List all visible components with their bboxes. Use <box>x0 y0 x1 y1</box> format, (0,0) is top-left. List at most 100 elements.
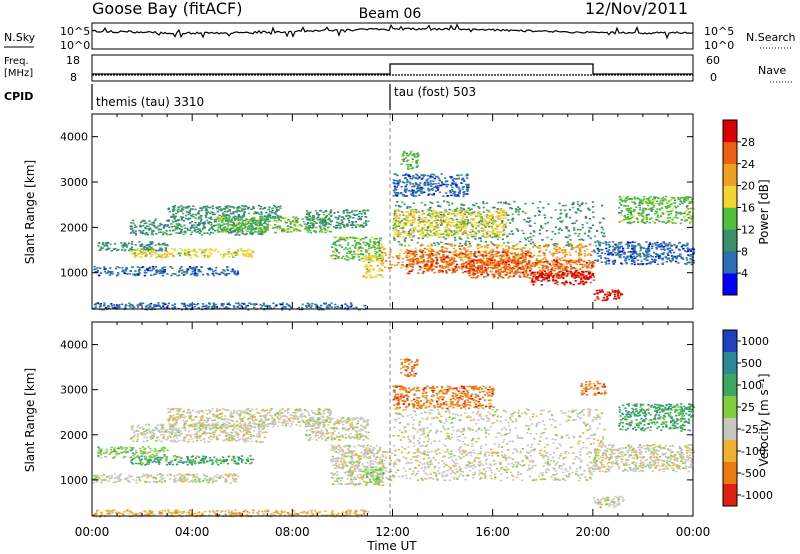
power-cell <box>578 261 581 263</box>
power-cell <box>341 223 345 226</box>
power-cell <box>594 244 598 247</box>
power-cell <box>550 274 553 277</box>
power-cell <box>148 267 151 269</box>
power-cell <box>376 258 379 261</box>
power-cell <box>472 233 475 236</box>
power-cell <box>402 229 405 232</box>
power-cell <box>408 260 411 263</box>
power-cell <box>471 264 474 267</box>
power-cell <box>177 224 180 227</box>
power-cell <box>664 256 667 258</box>
power-cell <box>355 214 359 216</box>
power-cell <box>355 242 358 244</box>
power-cell <box>228 214 231 217</box>
power-cell <box>130 222 133 224</box>
power-cell <box>403 252 406 255</box>
power-cell <box>426 244 429 247</box>
power-cell <box>340 219 343 222</box>
power-cell <box>478 237 481 239</box>
power-cell <box>249 219 252 222</box>
power-cell <box>196 230 199 233</box>
power-cell <box>451 202 454 205</box>
power-cell <box>230 219 233 222</box>
power-cell <box>580 246 583 249</box>
power-cell <box>623 205 626 207</box>
power-cell <box>617 251 620 253</box>
power-cell <box>351 210 354 212</box>
power-cell <box>163 266 166 268</box>
power-cell <box>490 249 493 252</box>
power-cell <box>147 249 150 252</box>
power-cell <box>197 270 201 273</box>
power-cell <box>186 269 189 272</box>
power-cell <box>346 252 349 254</box>
power-cell <box>248 221 251 223</box>
power-cell <box>218 208 221 211</box>
power-cell <box>582 273 585 276</box>
power-cell <box>399 220 402 223</box>
power-cell <box>680 245 683 248</box>
power-cell <box>674 216 677 218</box>
power-cell <box>602 217 606 220</box>
power-cell <box>619 243 622 245</box>
power-cell <box>310 222 313 224</box>
power-cell <box>497 272 500 275</box>
power-cell <box>379 237 382 240</box>
power-cell <box>639 255 642 258</box>
power-cell <box>142 247 145 249</box>
power-cell <box>554 233 557 235</box>
power-cell <box>543 256 546 259</box>
power-cell <box>478 214 481 217</box>
power-cell <box>631 247 634 250</box>
power-cell <box>295 221 298 223</box>
power-cell <box>251 250 254 252</box>
power-cell <box>201 249 204 252</box>
power-cell <box>477 243 480 246</box>
power-cell <box>670 203 673 205</box>
power-cell <box>550 265 553 267</box>
power-cell <box>538 232 541 235</box>
power-cell <box>428 219 431 222</box>
power-cell <box>524 238 528 241</box>
power-cell <box>398 243 401 246</box>
power-cell <box>249 232 252 235</box>
power-cell <box>645 251 648 254</box>
power-cell <box>450 257 453 259</box>
power-cell <box>282 228 285 230</box>
power-cell <box>482 220 486 223</box>
power-cell <box>504 260 507 262</box>
power-cell <box>686 250 690 252</box>
power-cell <box>334 244 337 246</box>
power-cell <box>477 260 480 263</box>
power-cell <box>106 247 109 250</box>
power-cell <box>406 206 409 208</box>
power-cell <box>397 261 400 264</box>
power-cell <box>239 225 242 227</box>
power-cell <box>180 219 183 221</box>
power-cell <box>538 245 541 248</box>
power-cell <box>658 243 661 246</box>
power-cell <box>645 257 648 259</box>
power-cell <box>575 267 578 269</box>
power-cell <box>199 207 202 209</box>
power-cell <box>547 277 550 279</box>
power-cell <box>480 253 483 256</box>
power-cell <box>510 230 513 233</box>
power-cell <box>453 233 456 235</box>
power-cell <box>140 231 143 233</box>
power-cell <box>254 227 258 229</box>
power-cell <box>522 272 525 274</box>
power-cell <box>371 259 374 262</box>
power-cell <box>598 289 601 292</box>
power-cell <box>434 234 437 236</box>
power-cell <box>322 219 326 221</box>
power-cell <box>472 224 475 227</box>
power-cell <box>250 232 253 235</box>
power-cell <box>117 248 120 251</box>
power-cell <box>493 259 496 262</box>
power-cell <box>506 252 509 255</box>
power-cell <box>236 218 239 220</box>
power-cell <box>215 266 218 269</box>
power-cell <box>412 263 415 266</box>
power-cell <box>477 215 481 217</box>
